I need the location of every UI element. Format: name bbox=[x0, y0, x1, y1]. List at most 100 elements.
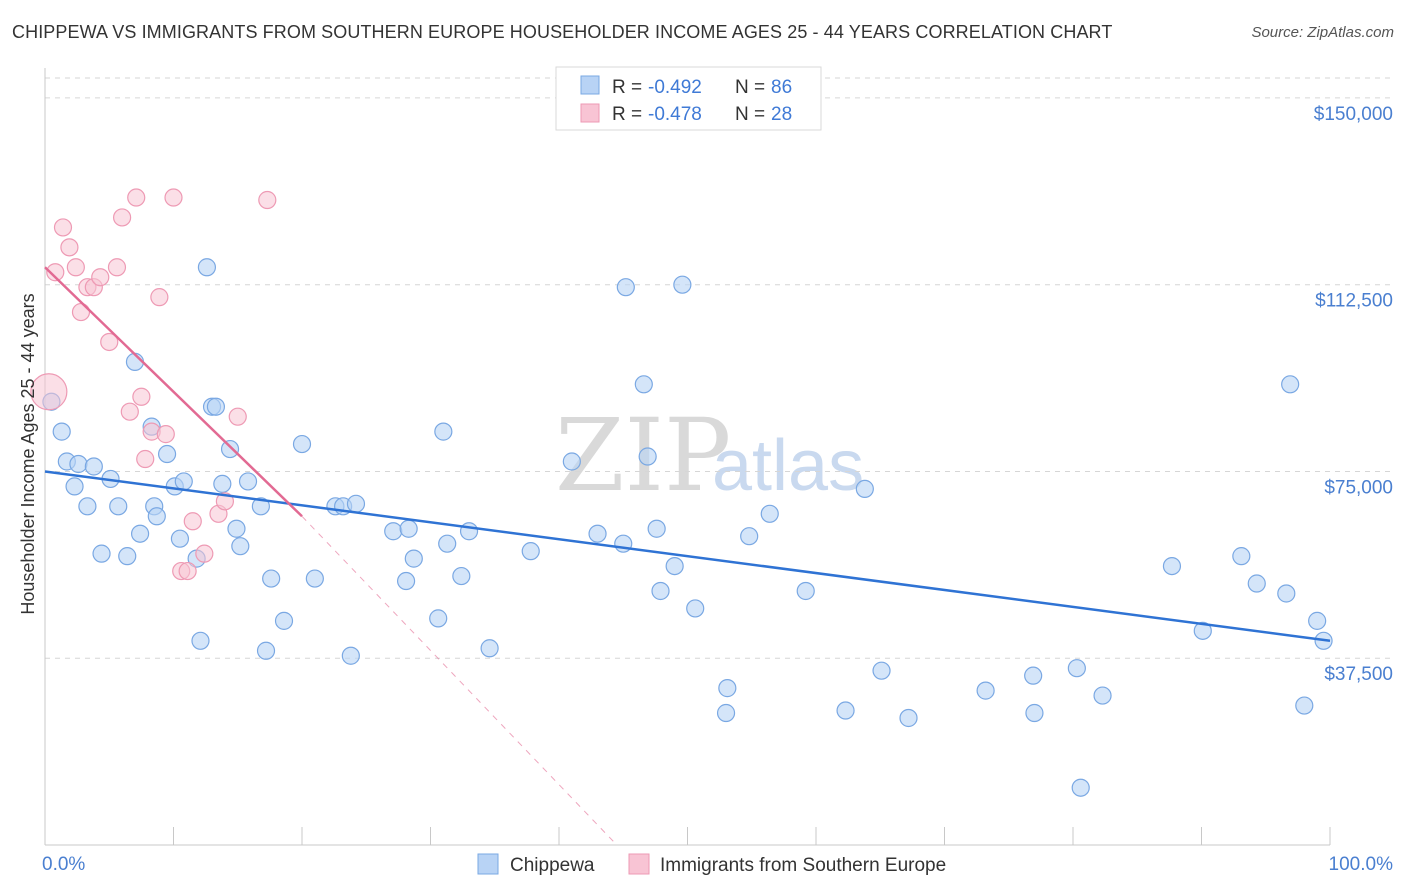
chippewa-point-27 bbox=[227, 519, 246, 538]
y-tick-label-2: $112,500 bbox=[1315, 291, 1393, 312]
y-tick-labels: $37,500 $75,000 $112,500 $150,000 bbox=[1314, 104, 1393, 685]
chippewa-point-46 bbox=[438, 534, 457, 553]
immigrants-point-4 bbox=[66, 258, 85, 277]
immigrants-point-17 bbox=[150, 288, 169, 307]
immigrants-points bbox=[30, 188, 277, 581]
chippewa-point-70 bbox=[899, 708, 918, 728]
chippewa-point-44 bbox=[429, 609, 448, 628]
y-tick-label-3: $150,000 bbox=[1314, 104, 1393, 125]
chippewa-point-30 bbox=[251, 497, 270, 516]
chippewa-point-68 bbox=[855, 479, 874, 498]
chippewa-point-25 bbox=[213, 474, 232, 494]
x-tick-label-0: 0.0% bbox=[42, 854, 85, 875]
source-credit: Source: ZipAtlas.com bbox=[1251, 24, 1394, 41]
legend-r-value-2: -0.478 bbox=[648, 104, 702, 125]
y-tick-label-1: $75,000 bbox=[1324, 477, 1393, 498]
bottom-legend-chippewa: Chippewa bbox=[510, 855, 595, 876]
immigrants-point-9 bbox=[100, 332, 119, 352]
chippewa-point-4 bbox=[69, 454, 88, 474]
x-tick-labels: 0.0% 100.0% bbox=[42, 854, 1393, 875]
chippewa-point-60 bbox=[673, 275, 692, 294]
chippewa-point-73 bbox=[1025, 703, 1044, 723]
chippewa-point-83 bbox=[1295, 696, 1314, 715]
chippewa-points bbox=[42, 258, 1333, 797]
bottom-swatch-immigrants bbox=[628, 853, 650, 875]
x-tick-label-1: 100.0% bbox=[1329, 854, 1394, 875]
immigrants-point-18 bbox=[156, 425, 175, 444]
chippewa-point-40 bbox=[384, 522, 403, 541]
legend-swatch-chippewa bbox=[580, 75, 600, 95]
chippewa-point-82 bbox=[1281, 375, 1300, 394]
chippewa-point-9 bbox=[109, 497, 128, 516]
chippewa-point-78 bbox=[1193, 621, 1212, 640]
legend-n-label-1: N = bbox=[735, 77, 765, 98]
chippewa-point-5 bbox=[78, 497, 97, 516]
legend-r-label-2: R = bbox=[612, 104, 642, 125]
chippewa-point-32 bbox=[262, 569, 281, 588]
chippewa-point-74 bbox=[1067, 659, 1086, 678]
immigrants-point-12 bbox=[120, 402, 139, 421]
chippewa-point-72 bbox=[1024, 666, 1043, 685]
legend-r-label-1: R = bbox=[612, 77, 642, 98]
chippewa-point-24 bbox=[206, 397, 226, 416]
chippewa-point-21 bbox=[191, 631, 210, 650]
chippewa-point-62 bbox=[716, 703, 736, 723]
chippewa-point-61 bbox=[686, 599, 705, 618]
chippewa-point-26 bbox=[220, 439, 240, 459]
chippewa-point-71 bbox=[976, 681, 995, 700]
chippewa-point-45 bbox=[434, 422, 453, 441]
chippewa-point-80 bbox=[1247, 574, 1266, 593]
chippewa-point-76 bbox=[1093, 686, 1112, 705]
y-axis-label: Householder Income Ages 25 - 44 years bbox=[18, 293, 38, 614]
chippewa-point-48 bbox=[459, 522, 479, 541]
chippewa-point-63 bbox=[718, 679, 737, 698]
chippewa-point-18 bbox=[170, 529, 190, 548]
chippewa-point-16 bbox=[157, 444, 177, 464]
immigrants-trend-extension bbox=[301, 515, 618, 846]
immigrants-point-14 bbox=[132, 387, 151, 406]
gridlines bbox=[45, 77, 1395, 659]
chippewa-point-1 bbox=[52, 422, 71, 441]
chippewa-point-29 bbox=[238, 472, 258, 491]
watermark-atlas: atlas bbox=[712, 426, 864, 506]
chippewa-point-19 bbox=[174, 472, 193, 491]
bottom-legend-immigrants: Immigrants from Southern Europe bbox=[660, 855, 946, 876]
chippewa-point-43 bbox=[404, 549, 423, 568]
chippewa-point-6 bbox=[84, 457, 103, 476]
chippewa-point-12 bbox=[130, 524, 150, 543]
bottom-swatch-chippewa bbox=[477, 853, 499, 875]
immigrants-point-8 bbox=[91, 268, 110, 287]
chippewa-point-64 bbox=[740, 527, 759, 546]
chippewa-point-65 bbox=[760, 504, 779, 523]
chippewa-point-47 bbox=[452, 566, 471, 586]
axes bbox=[44, 68, 1331, 846]
chippewa-point-54 bbox=[616, 278, 635, 297]
chippewa-point-34 bbox=[292, 434, 312, 454]
chippewa-point-50 bbox=[521, 542, 540, 561]
immigrants-point-10 bbox=[107, 258, 127, 277]
immigrants-point-21 bbox=[178, 561, 197, 581]
chippewa-point-58 bbox=[651, 581, 670, 601]
stats-legend: R = -0.492 N = 86 R = -0.478 N = 28 bbox=[555, 66, 822, 131]
legend-swatch-immigrants bbox=[580, 103, 600, 123]
chippewa-point-22 bbox=[197, 258, 217, 277]
chippewa-point-51 bbox=[562, 452, 581, 471]
immigrants-point-25 bbox=[215, 492, 234, 511]
immigrants-trend-line bbox=[44, 266, 303, 518]
chippewa-point-69 bbox=[872, 661, 891, 680]
chippewa-point-15 bbox=[147, 507, 166, 526]
chippewa-point-31 bbox=[256, 641, 276, 660]
legend-r-value-1: -0.492 bbox=[648, 77, 702, 98]
chippewa-trend-line bbox=[44, 470, 1331, 643]
immigrants-point-19 bbox=[164, 188, 183, 207]
chippewa-point-56 bbox=[638, 447, 657, 466]
chippewa-point-84 bbox=[1308, 611, 1327, 630]
chippewa-point-75 bbox=[1071, 778, 1090, 797]
immigrants-point-5 bbox=[71, 302, 91, 322]
immigrants-point-3 bbox=[60, 238, 79, 257]
chippewa-point-38 bbox=[341, 646, 360, 665]
immigrants-point-26 bbox=[228, 407, 247, 426]
immigrants-point-13 bbox=[127, 188, 146, 207]
immigrants-point-11 bbox=[112, 208, 132, 227]
legend-n-value-1: 86 bbox=[771, 77, 792, 98]
